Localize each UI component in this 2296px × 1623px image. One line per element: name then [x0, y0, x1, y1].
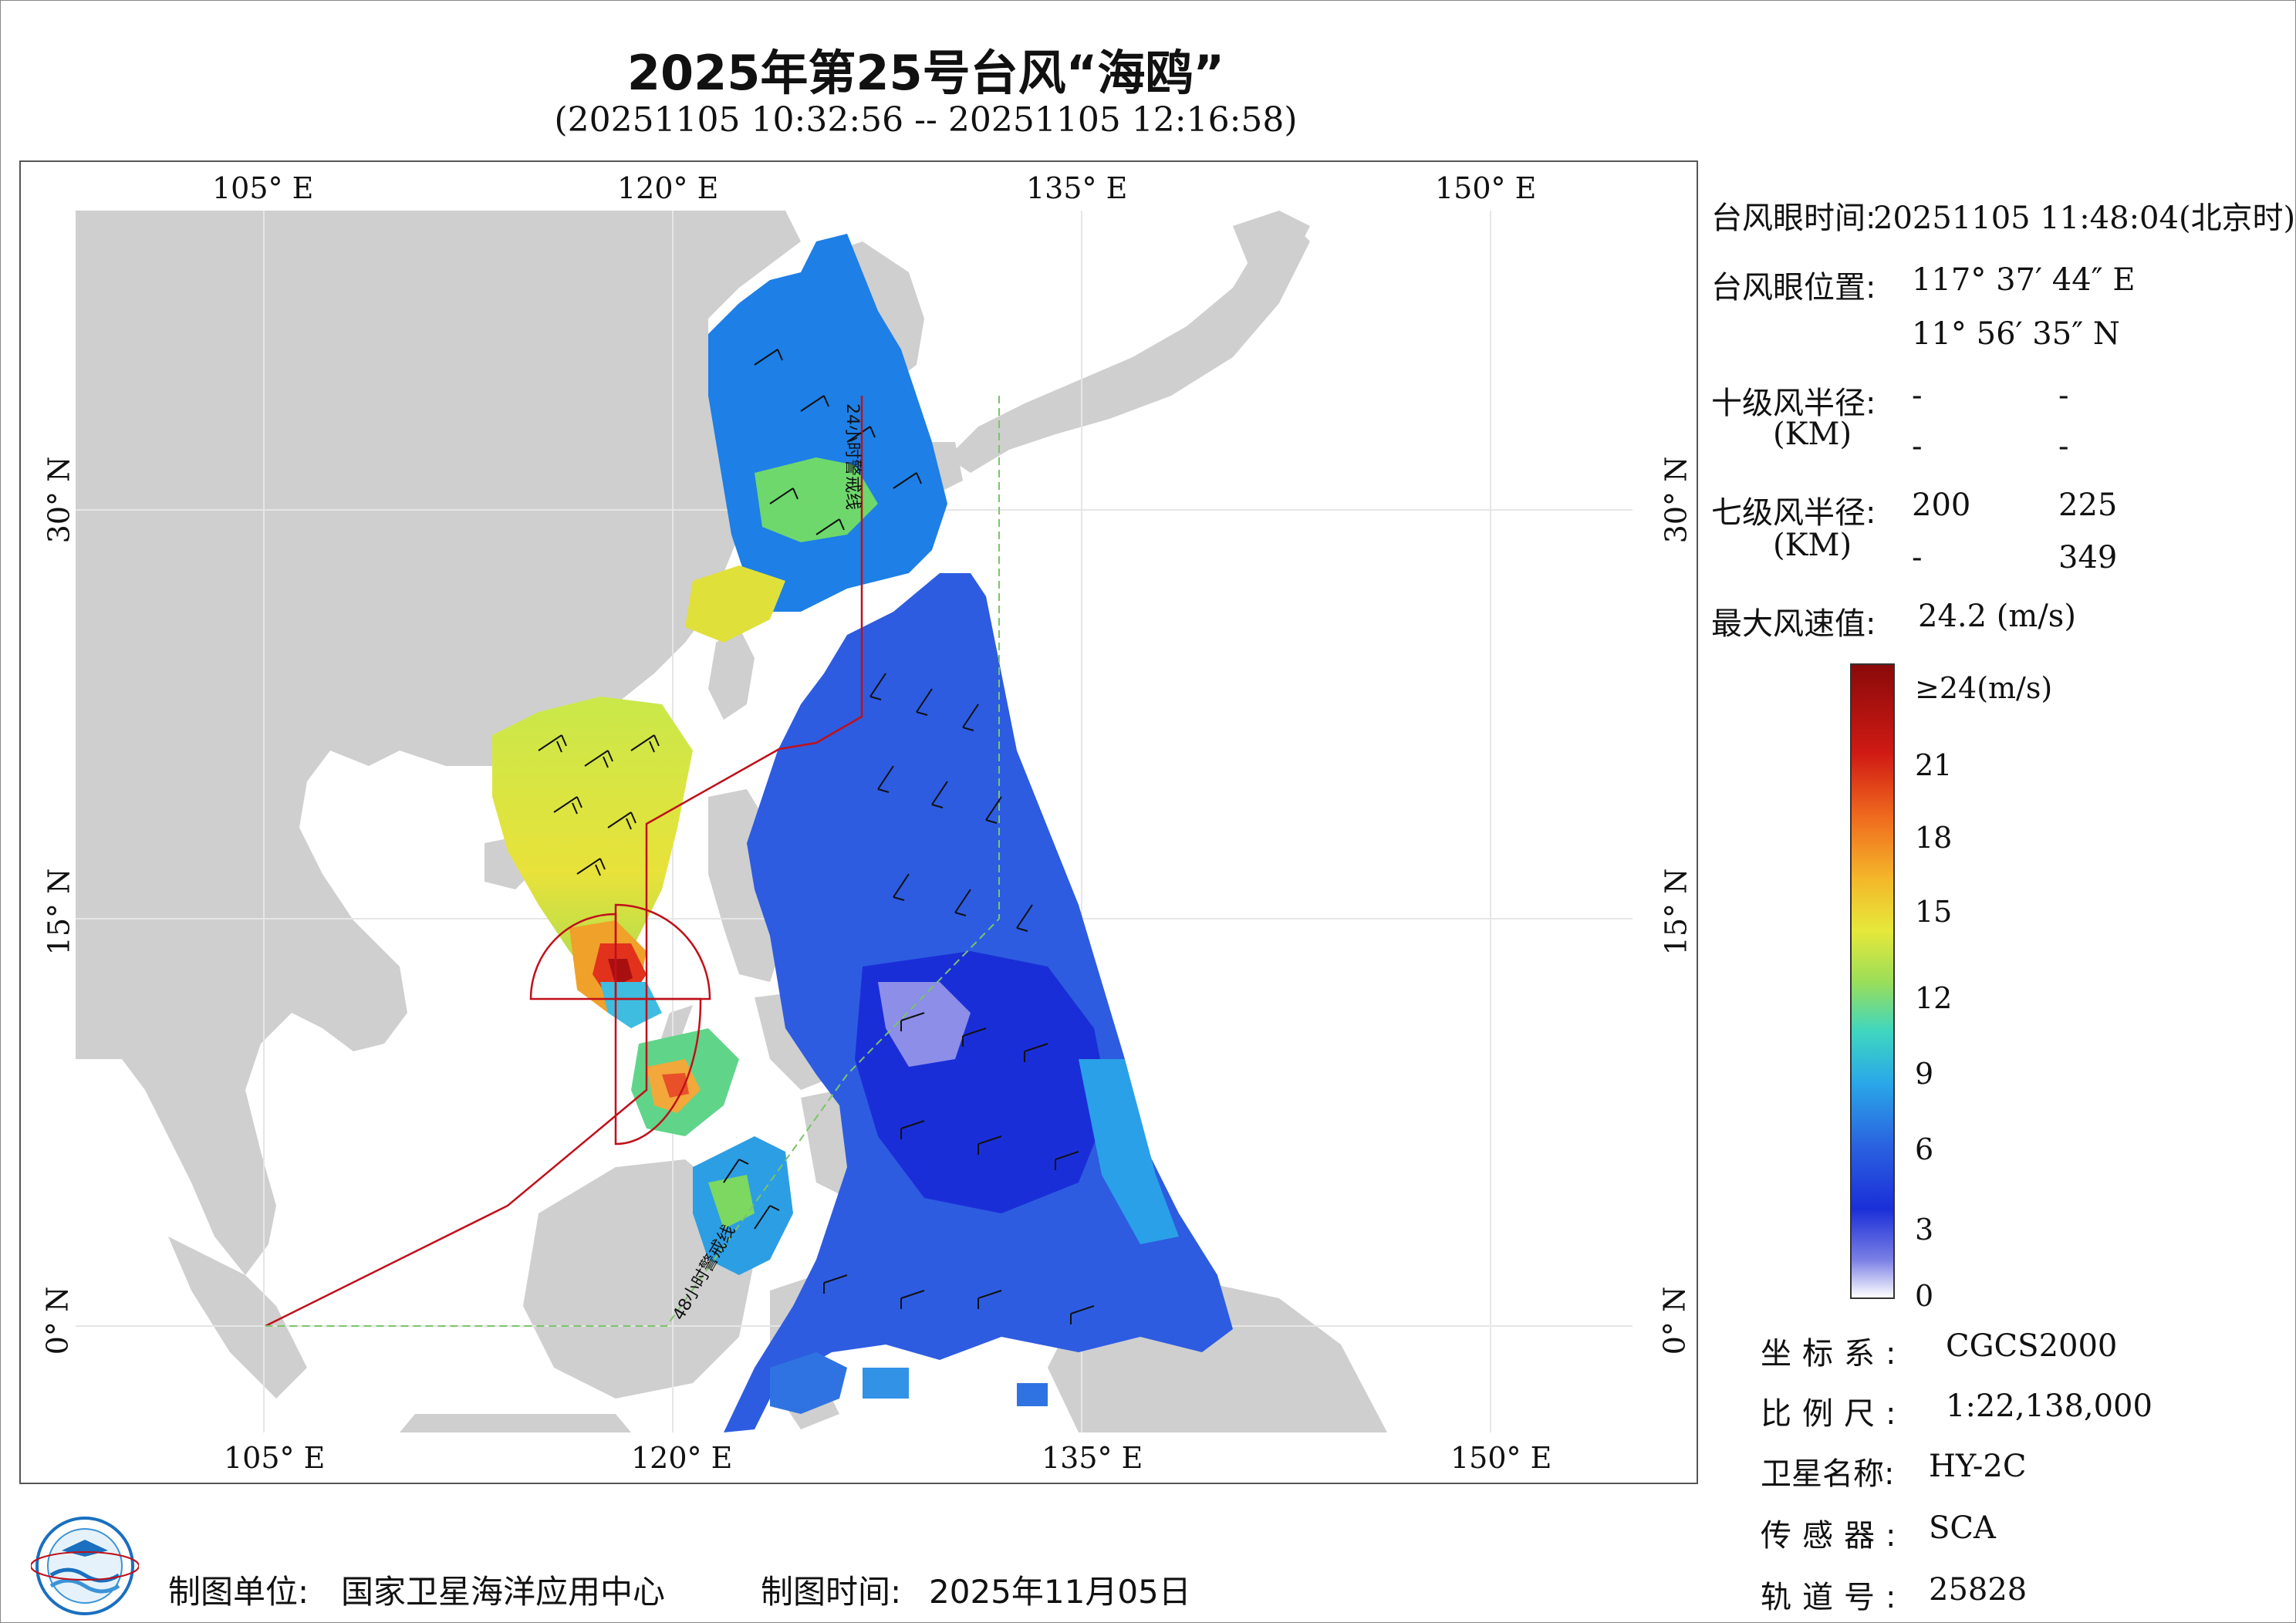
max-wind-value: 24.2 (m/s) [1918, 599, 2076, 634]
eye-time-label: 台风眼时间: [1711, 201, 1876, 236]
lat-tick-right-0: 0° N [1657, 1286, 1692, 1355]
land-taiwan [708, 627, 755, 720]
r10-value-3: - [1912, 429, 1923, 464]
r7-nw-sector [529, 913, 617, 1000]
sensor-label: 传感器: [1761, 1518, 1907, 1554]
swath-north-green [755, 457, 878, 542]
swath-banda-2 [863, 1368, 909, 1399]
legend-tick-15: 15 [1915, 895, 1953, 929]
swath-banda-3 [1017, 1383, 1048, 1406]
legend-tick-9: 9 [1915, 1057, 1934, 1091]
r10-value-2: - [2058, 378, 2069, 413]
wind-speed-colorbar [1850, 663, 1895, 1299]
r7-value-4: 349 [2058, 540, 2118, 575]
swath-celebes-green [708, 1175, 755, 1229]
orbit-label: 轨道号: [1761, 1580, 1907, 1615]
lon-tick-bottom-105: 105° E [224, 1441, 326, 1475]
swath-banda-1 [770, 1352, 847, 1414]
legend-tick-0: 0 [1915, 1279, 1934, 1313]
legend-tick-12: 12 [1915, 981, 1953, 1015]
eye-longitude: 117° 37′ 44″ E [1912, 262, 2136, 298]
warning-line-24h [265, 396, 863, 1328]
r10-value-4: - [2058, 429, 2069, 464]
legend-top-label: ≥24(m/s) [1915, 671, 2053, 705]
legend-tick-6: 6 [1915, 1132, 1934, 1166]
r7-value-1: 200 [1912, 488, 1971, 523]
lat-tick-left-0: 0° N [40, 1286, 75, 1355]
scale-value: 1:22,138,000 [1946, 1388, 2152, 1424]
swath-typhoon-eye [608, 959, 633, 986]
lat-tick-left-15: 15° N [42, 868, 76, 956]
wind-swath [492, 234, 1233, 1432]
page-title: 2025年第25号台风“海鸥” [626, 45, 1225, 101]
lon-tick-top-120: 120° E [617, 171, 719, 205]
land-japan-hokkaido [1233, 211, 1310, 265]
r7-se-sector [614, 997, 702, 1146]
lat-tick-right-30: 30° N [1659, 456, 1693, 544]
r10-value-1: - [1912, 378, 1923, 413]
scale-label: 比例尺: [1761, 1396, 1907, 1432]
wind-radius-sectors [529, 903, 711, 1146]
wind-barbs [538, 349, 1095, 1324]
r7-value-3: - [1912, 540, 1923, 575]
legend-tick-18: 18 [1915, 821, 1953, 855]
lon-tick-bottom-150: 150° E [1450, 1441, 1552, 1475]
nsoas-logo-icon [31, 1517, 139, 1615]
warning-lines [265, 396, 1000, 1328]
lon-tick-bottom-135: 135° E [1042, 1441, 1143, 1475]
eye-position-label: 台风眼位置: [1711, 270, 1876, 305]
sensor-value: SCA [1929, 1510, 1996, 1546]
legend-tick-21: 21 [1915, 748, 1953, 782]
coord-system-label: 坐标系: [1761, 1336, 1907, 1372]
max-wind-label: 最大风速值: [1711, 606, 1876, 642]
land-mainland-asia [76, 211, 801, 1275]
make-time-label: 制图时间: [761, 1573, 902, 1611]
r7-label: 七级风半径: [1711, 495, 1876, 531]
r10-label: 十级风半径: [1711, 386, 1876, 421]
swath-scs [492, 697, 693, 990]
map-panel[interactable]: 24小时警戒线 48小时警戒线 [76, 211, 1633, 1432]
eye-latitude: 11° 56′ 35″ N [1912, 316, 2120, 352]
make-time-value: 2025年11月05日 [929, 1573, 1191, 1611]
eye-time-value: 20251105 11:48:04(北京时) [1873, 201, 2296, 236]
r7-unit: (KM) [1773, 528, 1852, 563]
legend-tick-3: 3 [1915, 1213, 1934, 1247]
land-japan-honshu [947, 211, 1310, 473]
page-subtitle: (20251105 10:32:56 -- 20251105 12:16:58) [554, 100, 1298, 140]
lat-tick-right-15: 15° N [1659, 868, 1693, 956]
land-java [400, 1414, 631, 1432]
map-svg: 24小时警戒线 48小时警戒线 [76, 211, 1633, 1432]
maker-value: 国家卫星海洋应用中心 [341, 1573, 666, 1611]
lon-tick-top-105: 105° E [212, 171, 314, 205]
coord-system-value: CGCS2000 [1946, 1328, 2118, 1364]
warning-label-24h: 24小时警戒线 [842, 403, 862, 510]
r7-ne-sector [614, 903, 711, 1000]
lon-tick-bottom-120: 120° E [631, 1441, 733, 1475]
lon-tick-top-135: 135° E [1026, 171, 1128, 205]
warning-line-48h [265, 396, 1000, 1327]
r10-unit: (KM) [1773, 417, 1852, 452]
lon-tick-top-150: 150° E [1435, 171, 1537, 205]
satellite-label: 卫星名称: [1761, 1456, 1895, 1492]
orbit-value: 25828 [1929, 1572, 2028, 1608]
swath-east-pale [878, 982, 971, 1067]
maker-label: 制图单位: [168, 1573, 309, 1611]
r7-value-2: 225 [2058, 488, 2118, 523]
swath-east-cyan [1079, 1059, 1179, 1244]
swath-north-yellow [685, 565, 785, 643]
satellite-value: HY-2C [1929, 1449, 2027, 1484]
lat-tick-left-30: 30° N [42, 456, 76, 544]
land-malay [168, 1237, 307, 1399]
